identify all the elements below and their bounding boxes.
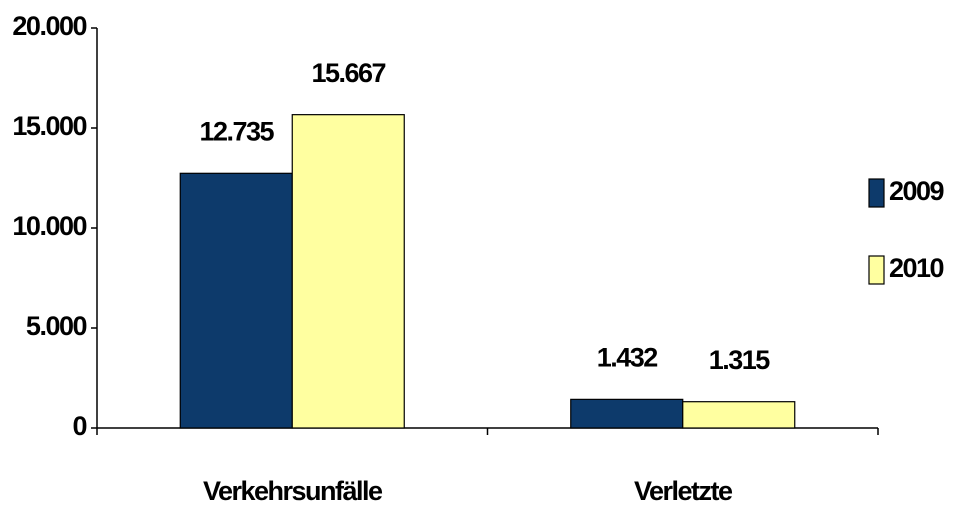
- y-tick-label: 20.000: [12, 11, 86, 41]
- legend-swatch: [868, 178, 885, 208]
- y-tick-label: 15.000: [12, 111, 86, 141]
- bar: [179, 172, 293, 429]
- bar: [291, 114, 405, 429]
- legend-label: 2010: [889, 253, 944, 283]
- value-label: 15.667: [311, 58, 385, 88]
- bar: [682, 401, 796, 429]
- legend-label: 2009: [889, 176, 945, 206]
- value-label: 12.735: [199, 116, 274, 146]
- y-tick-label: 0: [72, 411, 86, 441]
- x-tick-label: Verkehrsunfälle: [203, 476, 383, 506]
- x-tick-label: Verletzte: [634, 476, 733, 506]
- y-tick-label: 5.000: [26, 311, 87, 341]
- y-tick-label: 10.000: [12, 211, 86, 241]
- value-label: 1.315: [709, 345, 771, 375]
- bar: [570, 398, 684, 429]
- legend-swatch: [868, 255, 885, 285]
- value-label: 1.432: [597, 342, 658, 372]
